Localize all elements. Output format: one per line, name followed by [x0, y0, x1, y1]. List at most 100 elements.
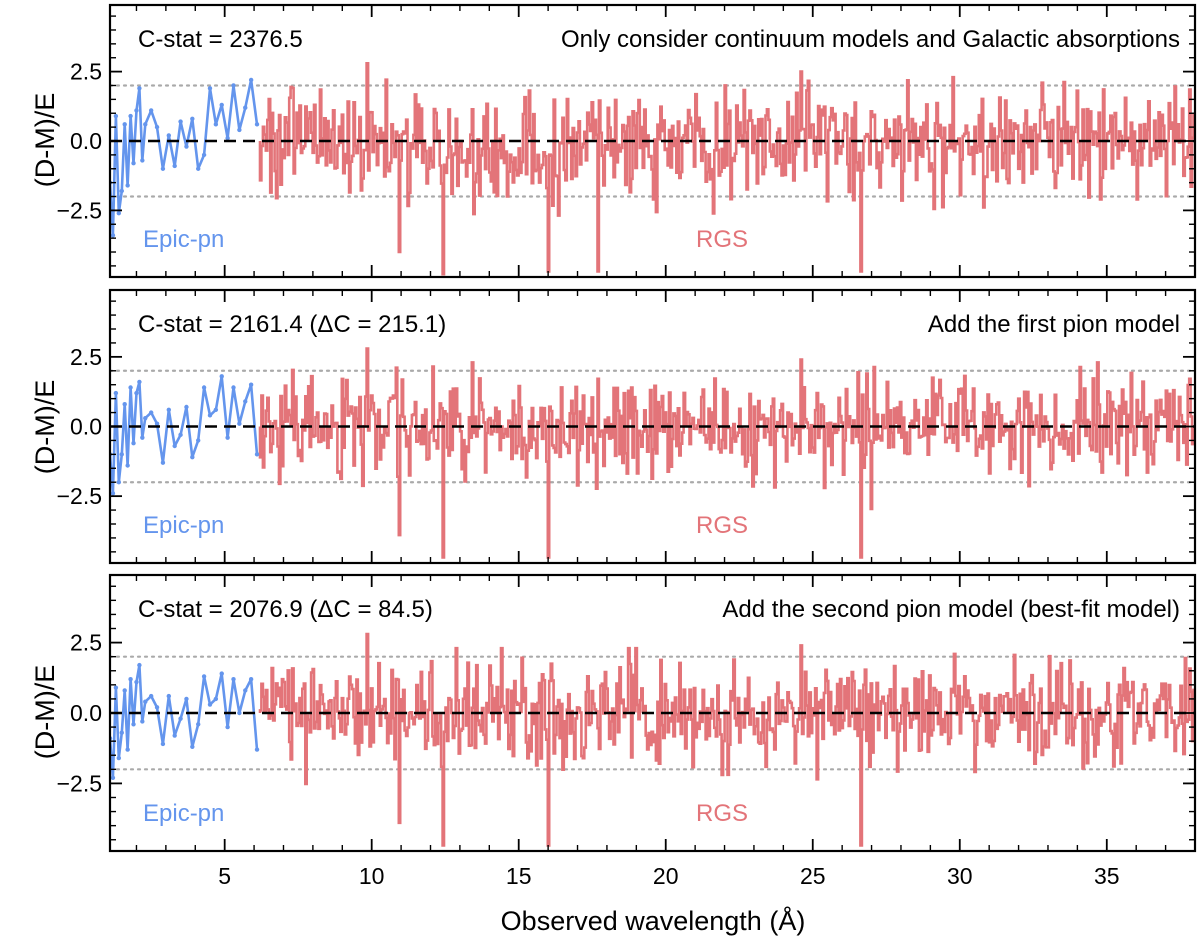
epic-pn-point	[213, 696, 219, 702]
epic-pn-point	[125, 463, 130, 468]
epic-pn-point	[225, 136, 230, 141]
epic-pn-point	[231, 677, 236, 682]
epic-pn-point	[172, 163, 177, 169]
c-stat-label: C-stat = 2161.4 (ΔC = 215.1)	[138, 311, 446, 338]
epic-pn-label: Epic-pn	[143, 226, 224, 253]
epic-pn-point	[154, 124, 160, 130]
model-annotation: Add the second pion model (best-fit mode…	[722, 596, 1180, 623]
epic-pn-point	[134, 108, 139, 113]
epic-pn-point	[143, 699, 148, 704]
rgs-label: RGS	[696, 512, 748, 539]
epic-pn-point	[119, 730, 124, 735]
y-tick-label: 2.5	[70, 344, 102, 370]
epic-pn-point	[154, 421, 160, 426]
epic-pn-label: Epic-pn	[143, 800, 224, 827]
x-tick-label: 35	[1094, 863, 1120, 889]
epic-pn-point	[113, 685, 119, 690]
x-tick-label: 30	[947, 863, 973, 889]
y-axis-label-top: (D-M)/E	[30, 93, 60, 187]
epic-pn-point	[116, 210, 122, 216]
epic-pn-point	[243, 399, 248, 404]
epic-pn-point	[243, 688, 248, 693]
epic-pn-point	[237, 710, 242, 716]
model-annotation: Only consider continuum models and Galac…	[561, 26, 1180, 53]
epic-pn-point	[225, 435, 230, 440]
epic-pn-point	[116, 480, 122, 485]
epic-pn-point	[196, 166, 201, 171]
x-tick-label: 10	[359, 863, 385, 889]
epic-pn-point	[231, 385, 236, 390]
epic-pn-point	[154, 705, 160, 710]
epic-pn-point	[148, 410, 154, 415]
epic-pn-point	[190, 116, 195, 121]
epic-pn-point	[122, 402, 127, 407]
epic-pn-point	[128, 677, 133, 682]
y-tick-label: −2.5	[57, 483, 102, 509]
rgs-label: RGS	[696, 226, 748, 253]
epic-pn-point	[225, 724, 230, 730]
epic-pn-point	[113, 390, 119, 396]
epic-pn-point	[190, 454, 195, 460]
epic-pn-point	[140, 719, 145, 724]
epic-pn-point	[196, 722, 201, 727]
y-tick-label: −2.5	[57, 770, 102, 796]
epic-pn-point	[172, 443, 177, 449]
epic-pn-point	[116, 755, 122, 761]
epic-pn-residual-series	[110, 663, 259, 780]
epic-pn-point	[201, 152, 207, 158]
epic-pn-point	[125, 183, 130, 188]
c-stat-label: C-stat = 2076.9 (ΔC = 84.5)	[138, 596, 433, 623]
epic-pn-point	[140, 158, 145, 163]
epic-pn-point	[184, 696, 189, 702]
epic-pn-point	[128, 385, 133, 390]
epic-pn-label: Epic-pn	[143, 512, 224, 539]
plot-area	[110, 632, 1195, 847]
panel-bottom: −2.5 0.0 2.5 5 10 15 20 25 30 35 C-stat = 2076.9 (…	[57, 573, 1197, 889]
epic-pn-point	[254, 452, 260, 457]
epic-pn-point	[207, 702, 213, 707]
epic-pn-residual-series	[110, 78, 259, 237]
epic-pn-point	[207, 86, 213, 91]
epic-pn-point	[178, 119, 183, 124]
epic-pn-point	[207, 413, 213, 418]
epic-pn-point	[184, 404, 189, 410]
epic-pn-point	[137, 662, 142, 668]
epic-pn-point	[143, 415, 148, 421]
y-axis-label-middle: (D-M)/E	[30, 380, 60, 474]
epic-pn-point	[148, 693, 154, 699]
epic-pn-point	[131, 161, 136, 166]
x-axis-label: Observed wavelength (Å)	[501, 905, 806, 936]
epic-pn-point	[131, 722, 136, 727]
y-axis-label-bottom: (D-M)/E	[30, 665, 60, 759]
epic-pn-point	[248, 382, 254, 387]
epic-pn-point	[160, 741, 166, 747]
epic-pn-point	[125, 747, 130, 752]
epic-pn-point	[122, 688, 127, 693]
epic-pn-point	[178, 716, 183, 721]
epic-pn-point	[243, 105, 248, 110]
y-tick-label: 2.5	[70, 630, 102, 656]
epic-pn-point	[160, 166, 166, 171]
epic-pn-point	[113, 113, 119, 119]
epic-pn-point	[219, 102, 224, 108]
epic-pn-point	[254, 747, 260, 752]
y-tick-label: 0.0	[70, 128, 102, 154]
epic-pn-point	[134, 679, 139, 685]
epic-pn-point	[237, 127, 242, 133]
epic-pn-point	[166, 693, 172, 699]
epic-pn-point	[213, 407, 219, 412]
epic-pn-point	[231, 83, 236, 88]
epic-pn-point	[131, 441, 136, 446]
epic-pn-point	[219, 671, 224, 676]
epic-pn-point	[110, 775, 116, 780]
epic-pn-point	[184, 144, 189, 149]
epic-pn-point	[137, 86, 142, 91]
epic-pn-point	[248, 77, 254, 83]
rgs-residual-series	[258, 347, 1195, 559]
x-tick-label: 20	[653, 863, 679, 889]
epic-pn-point	[166, 407, 172, 412]
model-annotation: Add the first pion model	[928, 311, 1180, 338]
epic-pn-point	[178, 432, 183, 438]
epic-pn-point	[213, 122, 219, 127]
